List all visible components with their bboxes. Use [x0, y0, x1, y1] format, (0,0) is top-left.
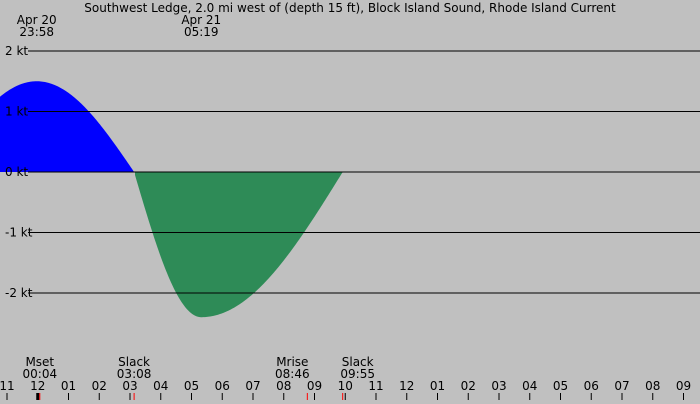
y-tick-label: -1 kt	[5, 226, 33, 240]
x-hour-label: 06	[215, 379, 230, 393]
x-hour-label: 11	[0, 379, 15, 393]
x-hour-label: 02	[92, 379, 107, 393]
x-hour-label: 01	[61, 379, 76, 393]
x-hour-label: 08	[276, 379, 291, 393]
x-hour-label: 10	[338, 379, 353, 393]
x-hour-label: 02	[461, 379, 476, 393]
x-hour-label: 01	[430, 379, 445, 393]
event-label: Mrise	[276, 355, 308, 369]
x-hour-label: 05	[184, 379, 199, 393]
x-hour-label: 04	[153, 379, 168, 393]
x-hour-label: 12	[399, 379, 414, 393]
event-time: 00:04	[23, 367, 58, 381]
x-hour-label: 05	[553, 379, 568, 393]
x-hour-label: 08	[645, 379, 660, 393]
x-hour-label: 06	[584, 379, 599, 393]
x-hour-label: 03	[122, 379, 137, 393]
event-time: 08:46	[275, 367, 310, 381]
y-tick-label: 1 kt	[5, 105, 28, 119]
x-hour-label: 09	[307, 379, 322, 393]
x-hour-label: 12	[30, 379, 45, 393]
extreme-time: 23:58	[19, 25, 54, 39]
extreme-date: Apr 20	[17, 13, 57, 27]
event-time: 09:55	[340, 367, 375, 381]
x-hour-label: 07	[245, 379, 260, 393]
chart-title: Southwest Ledge, 2.0 mi west of (depth 1…	[84, 1, 616, 15]
x-hour-label: 09	[676, 379, 691, 393]
event-label: Slack	[342, 355, 374, 369]
x-hour-label: 04	[522, 379, 537, 393]
extreme-date: Apr 21	[181, 13, 221, 27]
event-label: Mset	[25, 355, 54, 369]
x-hour-label: 03	[491, 379, 506, 393]
x-hour-label: 07	[614, 379, 629, 393]
extreme-time: 05:19	[184, 25, 219, 39]
y-tick-label: 0 kt	[5, 165, 28, 179]
event-label: Slack	[118, 355, 150, 369]
y-tick-label: -2 kt	[5, 286, 33, 300]
event-time: 03:08	[117, 367, 152, 381]
x-hour-label: 11	[368, 379, 383, 393]
y-tick-label: 2 kt	[5, 44, 28, 58]
flood-area	[0, 81, 135, 172]
ebb-area	[135, 172, 343, 318]
